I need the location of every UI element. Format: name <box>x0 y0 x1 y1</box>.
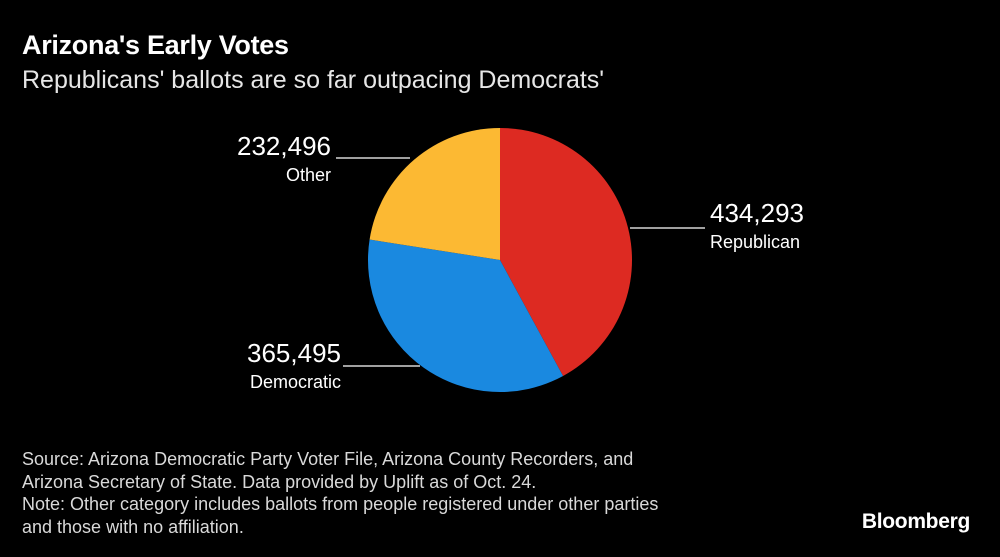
category-label-democratic: Democratic <box>250 372 341 392</box>
bloomberg-logo: Bloomberg <box>861 510 970 533</box>
pie-slice-democratic <box>368 239 564 392</box>
source-line-1: Source: Arizona Democratic Party Voter F… <box>22 449 634 469</box>
category-label-republican: Republican <box>710 232 800 252</box>
note-line-1: Note: Other category includes ballots fr… <box>22 494 659 514</box>
value-label-republican: 434,293 <box>710 198 804 228</box>
note-line-2: and those with no affiliation. <box>22 516 244 537</box>
value-label-other: 232,496 <box>237 131 331 161</box>
category-label-other: Other <box>286 165 331 185</box>
pie-slice-other <box>369 128 500 260</box>
chart-title: Arizona's Early Votes <box>22 30 289 60</box>
source-line-2: Arizona Secretary of State. Data provide… <box>22 471 537 492</box>
chart-subtitle: Republicans' ballots are so far outpacin… <box>22 66 605 94</box>
source-note: Source: Arizona Democratic Party Voter F… <box>22 448 822 538</box>
value-label-democratic: 365,495 <box>247 338 341 368</box>
pie-slice-republican <box>500 128 632 376</box>
